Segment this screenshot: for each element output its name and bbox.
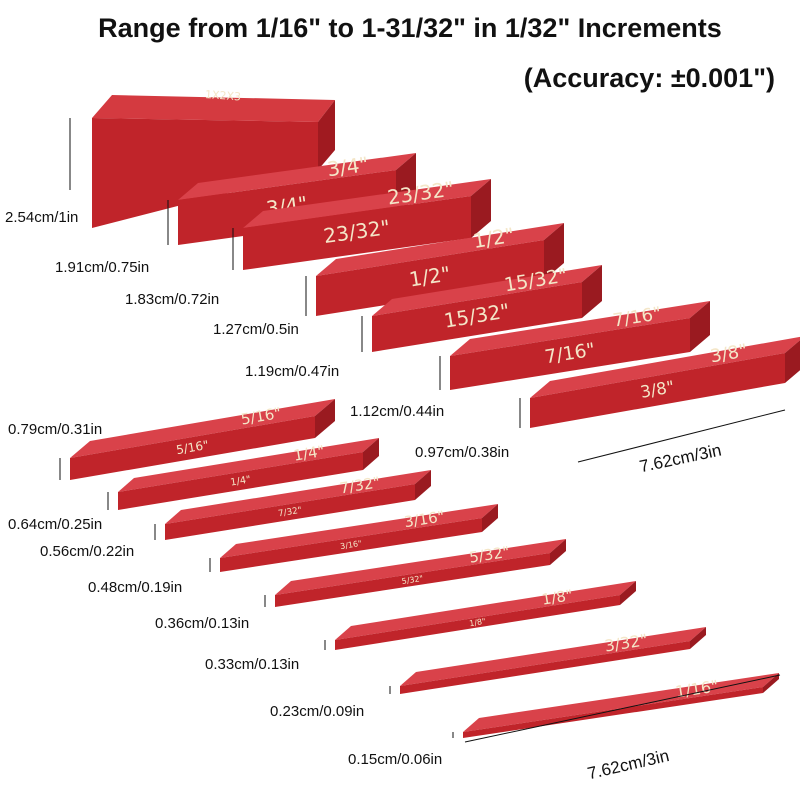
block-label: 1X2X3 xyxy=(205,88,242,103)
block-end xyxy=(785,340,800,383)
blocks: 3/4"3/4"1.91cm/0.75in23/32"23/32"1.83cm/… xyxy=(8,152,800,768)
block-end xyxy=(582,265,602,318)
block-top xyxy=(275,539,566,595)
dimension-label: 1.12cm/0.44in xyxy=(350,403,444,420)
block-front xyxy=(463,687,763,738)
block-top xyxy=(335,581,636,640)
length-label: 7.62cm/3in xyxy=(638,440,723,476)
block-front xyxy=(165,484,415,540)
block-end xyxy=(620,581,636,605)
block-top xyxy=(463,673,779,732)
block-front xyxy=(316,240,544,316)
block-top xyxy=(70,399,335,458)
side-label: 1/8" xyxy=(469,617,487,628)
block-top xyxy=(400,627,706,686)
block-top xyxy=(450,301,710,356)
block-front xyxy=(275,553,550,607)
block-top xyxy=(178,153,416,200)
block-front xyxy=(220,518,482,572)
block-top xyxy=(220,504,498,558)
dimension-label: 0.23cm/0.09in xyxy=(270,703,364,720)
dimension-label: 0.79cm/0.31in xyxy=(8,421,102,438)
block-top xyxy=(530,336,800,398)
side-label: 1/4" xyxy=(230,474,252,488)
dimension-label: 0.56cm/0.22in xyxy=(40,543,134,560)
block-front xyxy=(118,452,363,510)
dimension-label: 0.15cm/0.06in xyxy=(348,751,442,768)
dimension-label: 0.97cm/0.38in xyxy=(415,444,509,461)
dimension-label: 2.54cm/1in xyxy=(5,209,78,226)
block-end xyxy=(471,179,491,238)
block-end xyxy=(690,301,710,352)
block-top xyxy=(316,223,564,276)
side-label: 5/32" xyxy=(401,574,424,586)
block-end xyxy=(482,504,498,532)
dimension-label: 0.48cm/0.19in xyxy=(88,579,182,596)
dimension-label: 1.19cm/0.47in xyxy=(245,363,339,380)
block-end xyxy=(544,223,564,280)
dimension-label: 1.27cm/0.5in xyxy=(213,321,299,338)
subtitle: (Accuracy: ±0.001") xyxy=(524,63,775,93)
block-front xyxy=(178,170,396,245)
side-label: 5/16" xyxy=(175,438,210,457)
title: Range from 1/16" to 1-31/32" in 1/32" In… xyxy=(98,13,722,43)
block-end xyxy=(690,627,706,649)
block-top xyxy=(165,470,431,524)
top-label: 1/8" xyxy=(540,586,573,609)
top-label: 1/4" xyxy=(292,442,326,465)
top-label: 3/4" xyxy=(326,152,370,181)
block-end xyxy=(315,399,335,438)
block-top xyxy=(372,265,602,316)
base-block: 1X2X3 2.54cm/1in xyxy=(5,88,335,228)
dimension-label: 1.83cm/0.72in xyxy=(125,291,219,308)
block-front xyxy=(450,318,690,390)
length-label: 7.62cm/3in xyxy=(586,746,671,783)
block-top xyxy=(243,179,491,228)
block-end xyxy=(415,470,431,500)
length-line xyxy=(464,674,781,743)
dimension-label: 0.64cm/0.25in xyxy=(8,516,102,533)
block-front xyxy=(335,595,620,650)
side-label: 3/16" xyxy=(340,539,363,551)
block-front xyxy=(70,416,315,480)
dimension-label: 1.91cm/0.75in xyxy=(55,259,149,276)
top-label: 5/32" xyxy=(468,543,511,567)
block-front xyxy=(243,196,471,270)
block-front xyxy=(400,641,690,694)
side-label: 7/32" xyxy=(278,506,303,520)
dimension-label: 0.33cm/0.13in xyxy=(205,656,299,673)
block-front xyxy=(372,282,582,352)
dimension-label: 0.36cm/0.13in xyxy=(155,615,249,632)
block-top xyxy=(118,438,379,492)
top-label: 3/16" xyxy=(403,507,446,531)
block-end xyxy=(763,673,779,693)
block-front xyxy=(530,353,785,428)
block-end xyxy=(550,539,566,565)
length-line xyxy=(577,409,786,463)
block-end xyxy=(363,438,379,470)
